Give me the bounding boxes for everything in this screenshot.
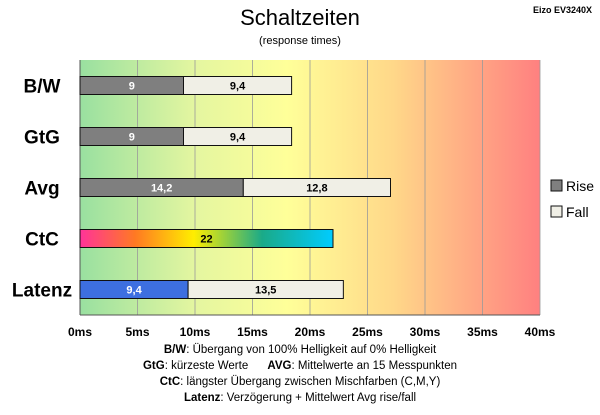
note-latenz: Latenz: Verzögerung + Mittelwert Avg ris… (0, 392, 600, 404)
chart-subtitle: (response times) (259, 35, 341, 47)
bar-fall-label: 9,4 (230, 81, 246, 93)
note-avg-key: AVG (267, 360, 292, 372)
bar-fall (242, 178, 391, 197)
note-ctc-key: CtC (159, 376, 181, 388)
x-tick-label: 40ms (525, 325, 556, 339)
category-label: GtG (24, 128, 60, 149)
note-gtg-avg: GtG: kürzeste Werte AVG: Mittelwerte an … (0, 360, 600, 372)
note-ctc: CtC: längster Übergang zwischen Mischfar… (0, 376, 600, 388)
bar-fall (183, 127, 293, 146)
category-label: Avg (24, 179, 59, 200)
note-gtg-text: : kürzeste Werte (164, 360, 249, 372)
note-latenz-key: Latenz (183, 392, 221, 404)
note-bw-text: : Übergang von 100% Helligkeit auf 0% He… (186, 344, 437, 356)
note-ctc-text: : längster Übergang zwischen Mischfarben… (180, 376, 441, 388)
legend-swatch (550, 179, 563, 192)
chart-title: Schaltzeiten (240, 5, 360, 30)
legend-label: Rise (566, 178, 594, 194)
bar-rise-label: 9,4 (126, 285, 142, 297)
category-label: Latenz (12, 281, 72, 302)
monitor-model-label: Eizo EV3240X (532, 5, 592, 15)
x-tick-label: 25ms (352, 325, 383, 339)
bar-rise (79, 229, 334, 248)
x-tick-label: 20ms (295, 325, 326, 339)
legend-label: Fall (566, 204, 589, 220)
category-label: CtC (25, 230, 59, 251)
bar-rise-label: 14,2 (151, 183, 172, 195)
note-bw: B/W: Übergang von 100% Helligkeit auf 0%… (0, 344, 600, 356)
x-tick-label: 10ms (180, 325, 211, 339)
bar-rise-label: 22 (200, 234, 212, 246)
note-bw-key: B/W (163, 344, 187, 356)
note-avg-text: : Mittelwerte an 15 Messpunkten (291, 360, 458, 372)
note-gtg-key: GtG (142, 360, 165, 372)
bar-rise-label: 9 (129, 81, 135, 93)
x-tick-label: 30ms (410, 325, 441, 339)
note-latenz-text: : Verzögerung + Mittelwert Avg rise/fall (220, 392, 417, 404)
bar-fall-label: 12,8 (306, 183, 327, 195)
bar-fall-label: 13,5 (255, 285, 276, 297)
bar-fall-label: 9,4 (230, 132, 246, 144)
bar-rise-label: 9 (129, 132, 135, 144)
x-tick-label: 0ms (68, 325, 92, 339)
bar-fall (187, 280, 344, 299)
legend-swatch (550, 205, 563, 218)
category-label: B/W (24, 77, 61, 98)
x-tick-label: 5ms (125, 325, 149, 339)
bar-fall (183, 76, 293, 95)
x-tick-label: 35ms (467, 325, 498, 339)
x-tick-label: 15ms (237, 325, 268, 339)
